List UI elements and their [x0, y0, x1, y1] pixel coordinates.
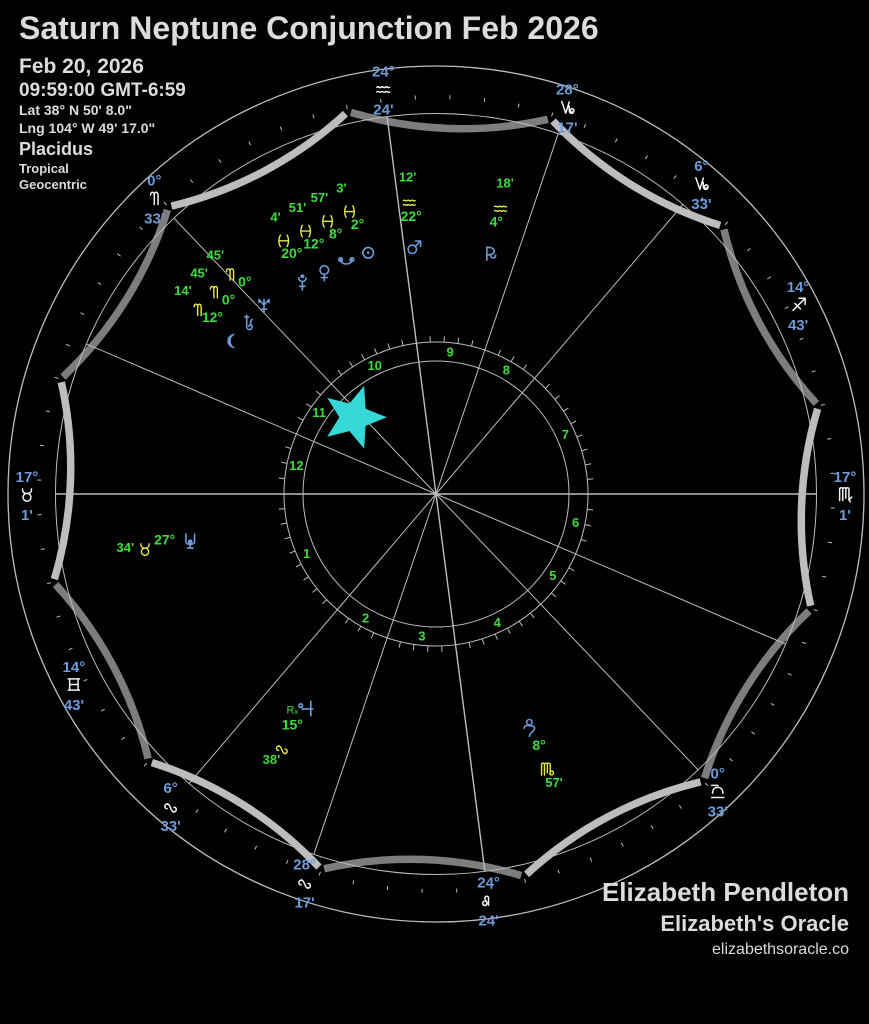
svg-text:5: 5: [549, 568, 556, 583]
svg-text:14°: 14°: [787, 279, 810, 296]
svg-text:33': 33': [160, 818, 180, 835]
svg-text:45': 45': [207, 248, 225, 263]
svg-text:1': 1': [21, 507, 33, 524]
svg-text:14°: 14°: [63, 659, 86, 676]
svg-text:Feb 20, 2026: Feb 20, 2026: [19, 55, 144, 78]
svg-text:8°: 8°: [329, 226, 342, 242]
svg-text:Elizabeth's Oracle: Elizabeth's Oracle: [660, 911, 849, 936]
svg-text:12': 12': [399, 169, 417, 184]
svg-text:7: 7: [562, 427, 569, 442]
svg-text:24': 24': [478, 913, 498, 930]
svg-text:3: 3: [418, 628, 425, 643]
svg-text:43': 43': [64, 697, 84, 714]
svg-text:12: 12: [289, 458, 303, 473]
svg-text:12°: 12°: [303, 236, 324, 252]
svg-text:0°: 0°: [222, 291, 235, 307]
svg-text:Lat 38° N 50' 8.0": Lat 38° N 50' 8.0": [19, 102, 132, 118]
svg-text:0°: 0°: [711, 766, 725, 783]
svg-text:33': 33': [708, 804, 728, 821]
svg-text:24°: 24°: [477, 875, 500, 892]
svg-text:elizabethsoracle.co: elizabethsoracle.co: [712, 941, 849, 958]
svg-text:6°: 6°: [163, 780, 177, 797]
svg-text:18': 18': [496, 176, 514, 191]
svg-text:33': 33': [144, 211, 164, 228]
svg-text:28°: 28°: [556, 82, 579, 99]
svg-text:8: 8: [503, 363, 510, 378]
svg-text:17°: 17°: [834, 469, 857, 486]
svg-text:57': 57': [311, 190, 329, 205]
svg-text:15°: 15°: [282, 717, 303, 733]
svg-text:17': 17': [294, 894, 314, 911]
svg-text:22°: 22°: [401, 208, 422, 224]
svg-text:1: 1: [303, 546, 310, 561]
svg-text:45': 45': [190, 265, 208, 280]
svg-text:8°: 8°: [532, 737, 545, 753]
svg-text:33': 33': [691, 196, 711, 213]
svg-text:6°: 6°: [694, 158, 708, 175]
svg-text:12°: 12°: [202, 309, 223, 325]
svg-text:4: 4: [494, 615, 502, 630]
svg-text:10: 10: [367, 358, 381, 373]
svg-text:24°: 24°: [372, 63, 395, 80]
svg-text:Elizabeth Pendleton: Elizabeth Pendleton: [602, 877, 849, 907]
svg-text:57': 57': [545, 775, 563, 790]
svg-text:3': 3': [336, 180, 346, 195]
svg-text:0°: 0°: [147, 173, 161, 190]
svg-text:28°: 28°: [293, 856, 316, 873]
svg-text:Tropical: Tropical: [19, 161, 69, 176]
svg-text:4': 4': [270, 210, 280, 225]
svg-text:17': 17': [557, 120, 577, 137]
svg-text:11: 11: [312, 405, 326, 420]
svg-text:43': 43': [788, 317, 808, 334]
svg-text:2°: 2°: [351, 216, 364, 232]
svg-text:Saturn Neptune Conjunction Feb: Saturn Neptune Conjunction Feb 2026: [19, 10, 599, 46]
svg-text:4°: 4°: [490, 214, 503, 230]
svg-text:1': 1': [839, 507, 851, 524]
svg-text:09:59:00 GMT-6:59: 09:59:00 GMT-6:59: [19, 80, 186, 101]
svg-text:38': 38': [263, 752, 281, 767]
svg-text:9: 9: [446, 345, 453, 360]
svg-text:24': 24': [373, 101, 393, 118]
svg-text:Geocentric: Geocentric: [19, 177, 87, 192]
svg-text:17°: 17°: [16, 469, 39, 486]
svg-text:27°: 27°: [154, 532, 175, 548]
svg-text:34': 34': [117, 540, 135, 555]
svg-text:20°: 20°: [281, 245, 302, 261]
svg-text:0°: 0°: [238, 274, 251, 290]
svg-text:2: 2: [362, 610, 369, 625]
svg-text:51': 51': [289, 200, 307, 215]
svg-text:14': 14': [174, 283, 192, 298]
svg-text:Lng 104° W 49' 17.0": Lng 104° W 49' 17.0": [19, 120, 155, 136]
svg-text:Rₓ: Rₓ: [287, 705, 299, 717]
svg-text:Placidus: Placidus: [19, 139, 93, 159]
svg-text:6: 6: [572, 515, 579, 530]
